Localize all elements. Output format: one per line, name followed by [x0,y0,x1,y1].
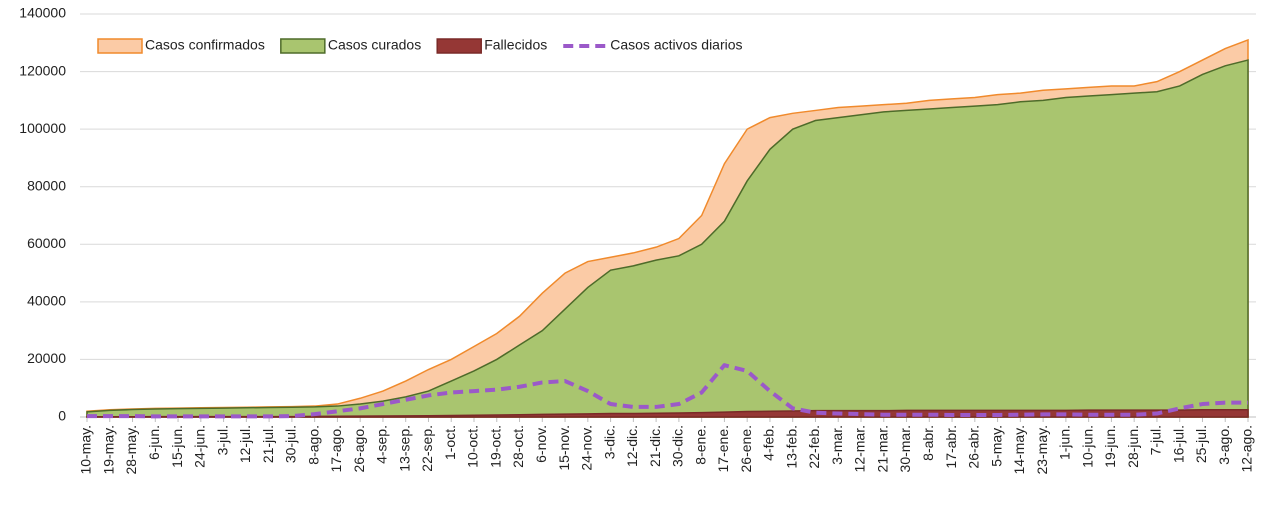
legend-swatch [436,38,482,54]
y-tick-label: 80000 [27,177,66,193]
legend-label: Fallecidos [484,37,547,53]
x-tick-label: 5-may. [988,425,1004,467]
x-tick-label: 15-nov. [556,425,572,471]
y-tick-label: 20000 [27,350,66,366]
x-tick-label: 10-oct. [465,425,481,468]
legend-label: Casos confirmados [145,37,265,53]
x-tick-label: 30-jul. [283,425,299,463]
x-tick-label: 17-ago. [328,425,344,472]
y-tick-label: 140000 [19,5,66,21]
x-tick-label: 25-jul. [1193,425,1209,463]
y-tick-label: 0 [58,408,66,424]
x-tick-label: 28-may. [123,425,139,475]
line [87,363,1248,419]
x-tick-label: 10-jun. [1079,425,1095,468]
x-tick-label: 8-ene. [692,425,708,465]
x-tick-label: 28-jun. [1125,425,1141,468]
x-tick-label: 6-jun. [146,425,162,460]
x-tick-label: 1-jun. [1057,425,1073,460]
x-tick-label: 30-dic. [670,425,686,467]
x-tick-label: 7-jul. [1148,425,1164,455]
y-tick-label: 60000 [27,235,66,251]
x-tick-label: 19-jun. [1102,425,1118,468]
legend-label: Casos curados [328,37,421,53]
y-tick-label: 40000 [27,293,66,309]
x-tick-label: 15-jun. [169,425,185,468]
x-tick-label: 8-abr. [920,425,936,461]
x-tick-label: 24-nov. [579,425,595,471]
x-tick-label: 23-may. [1034,425,1050,475]
x-tick-label: 19-oct. [487,425,503,468]
x-tick-label: 16-jul. [1170,425,1186,463]
x-tick-label: 12-ago. [1239,425,1255,472]
x-tick-label: 13-sep. [396,425,412,472]
legend-swatch [280,38,326,54]
x-tick-label: 28-oct. [510,425,526,468]
x-tick-label: 3-ago. [1216,425,1232,465]
x-tick-label: 22-feb. [806,425,822,469]
x-tick-label: 3-jul. [214,425,230,455]
x-tick-label: 21-dic. [647,425,663,467]
x-tick-label: 24-jun. [192,425,208,468]
x-tick-label: 19-may. [100,425,116,475]
x-tick-label: 13-feb. [783,425,799,469]
x-tick-label: 12-mar. [852,425,868,472]
x-tick-label: 12-jul. [237,425,253,463]
y-tick-label: 100000 [19,120,66,136]
x-tick-label: 21-mar. [874,425,890,472]
x-tick-label: 3-mar. [829,425,845,465]
x-tick-label: 26-abr. [966,425,982,469]
x-tick-label: 6-nov. [533,425,549,463]
x-tick-label: 12-dic. [624,425,640,467]
x-tick-label: 17-abr. [943,425,959,469]
x-tick-label: 8-ago. [305,425,321,465]
y-tick-label: 120000 [19,62,66,78]
area [86,59,1249,418]
legend-label: Casos activos diarios [610,37,742,53]
x-tick-label: 17-ene. [715,425,731,472]
x-tick-label: 26-ene. [738,425,754,472]
x-tick-label: 3-dic. [601,425,617,459]
x-tick-label: 21-jul. [260,425,276,463]
x-tick-label: 26-ago. [351,425,367,472]
x-tick-label: 1-oct. [442,425,458,460]
x-tick-label: 4-feb. [761,425,777,461]
x-tick-label: 14-may. [1011,425,1027,475]
legend-swatch [97,38,143,54]
x-tick-label: 10-may. [78,425,94,475]
x-tick-label: 22-sep. [419,425,435,472]
x-tick-label: 30-mar. [897,425,913,472]
x-tick-label: 4-sep. [374,425,390,464]
